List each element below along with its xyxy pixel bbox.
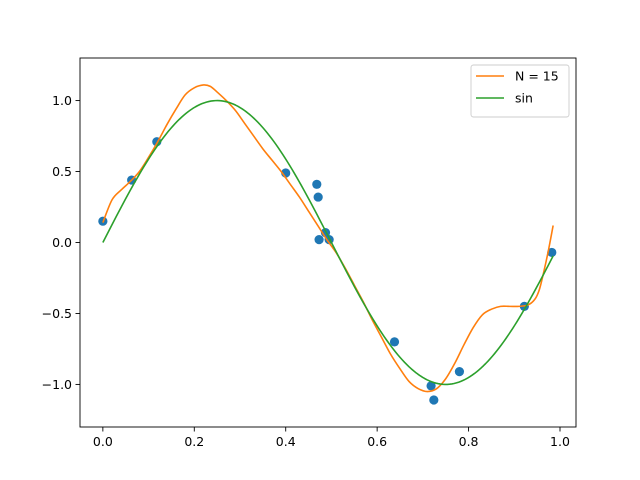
y-tick-label: 1.0 — [52, 93, 72, 108]
data-point — [426, 381, 436, 391]
legend-label-sin: sin — [515, 91, 533, 106]
series-layer — [98, 84, 557, 405]
data-point — [389, 337, 400, 347]
legend-box — [470, 64, 570, 118]
x-tick-label: 0.2 — [184, 434, 204, 449]
y-tick-label: 0.0 — [52, 235, 72, 250]
data-point — [454, 367, 465, 377]
y-tick-label: 0.5 — [52, 164, 72, 179]
series-line-sin — [102, 99, 554, 386]
x-tick-label: 0.8 — [459, 434, 479, 449]
legend-label-n-15: N = 15 — [515, 69, 559, 84]
axes-layer: 0.0 0.2 0.4 0.6 0.8 1.0 −1.0 −0.5 0.0 0.5 1.0 — [42, 57, 577, 449]
y-tick-label: −0.5 — [42, 306, 72, 321]
legend: N = 15 sin — [470, 64, 570, 118]
x-tick-label: 0.4 — [276, 434, 296, 449]
data-point — [313, 192, 323, 202]
data-point — [429, 395, 439, 405]
x-tick-label: 0.0 — [93, 434, 113, 449]
data-point — [314, 235, 324, 245]
data-point — [312, 179, 322, 189]
x-tick-label: 0.6 — [367, 434, 387, 449]
x-tick-label: 1.0 — [550, 434, 570, 449]
y-tick-label: −1.0 — [42, 377, 72, 392]
data-point — [547, 247, 557, 258]
